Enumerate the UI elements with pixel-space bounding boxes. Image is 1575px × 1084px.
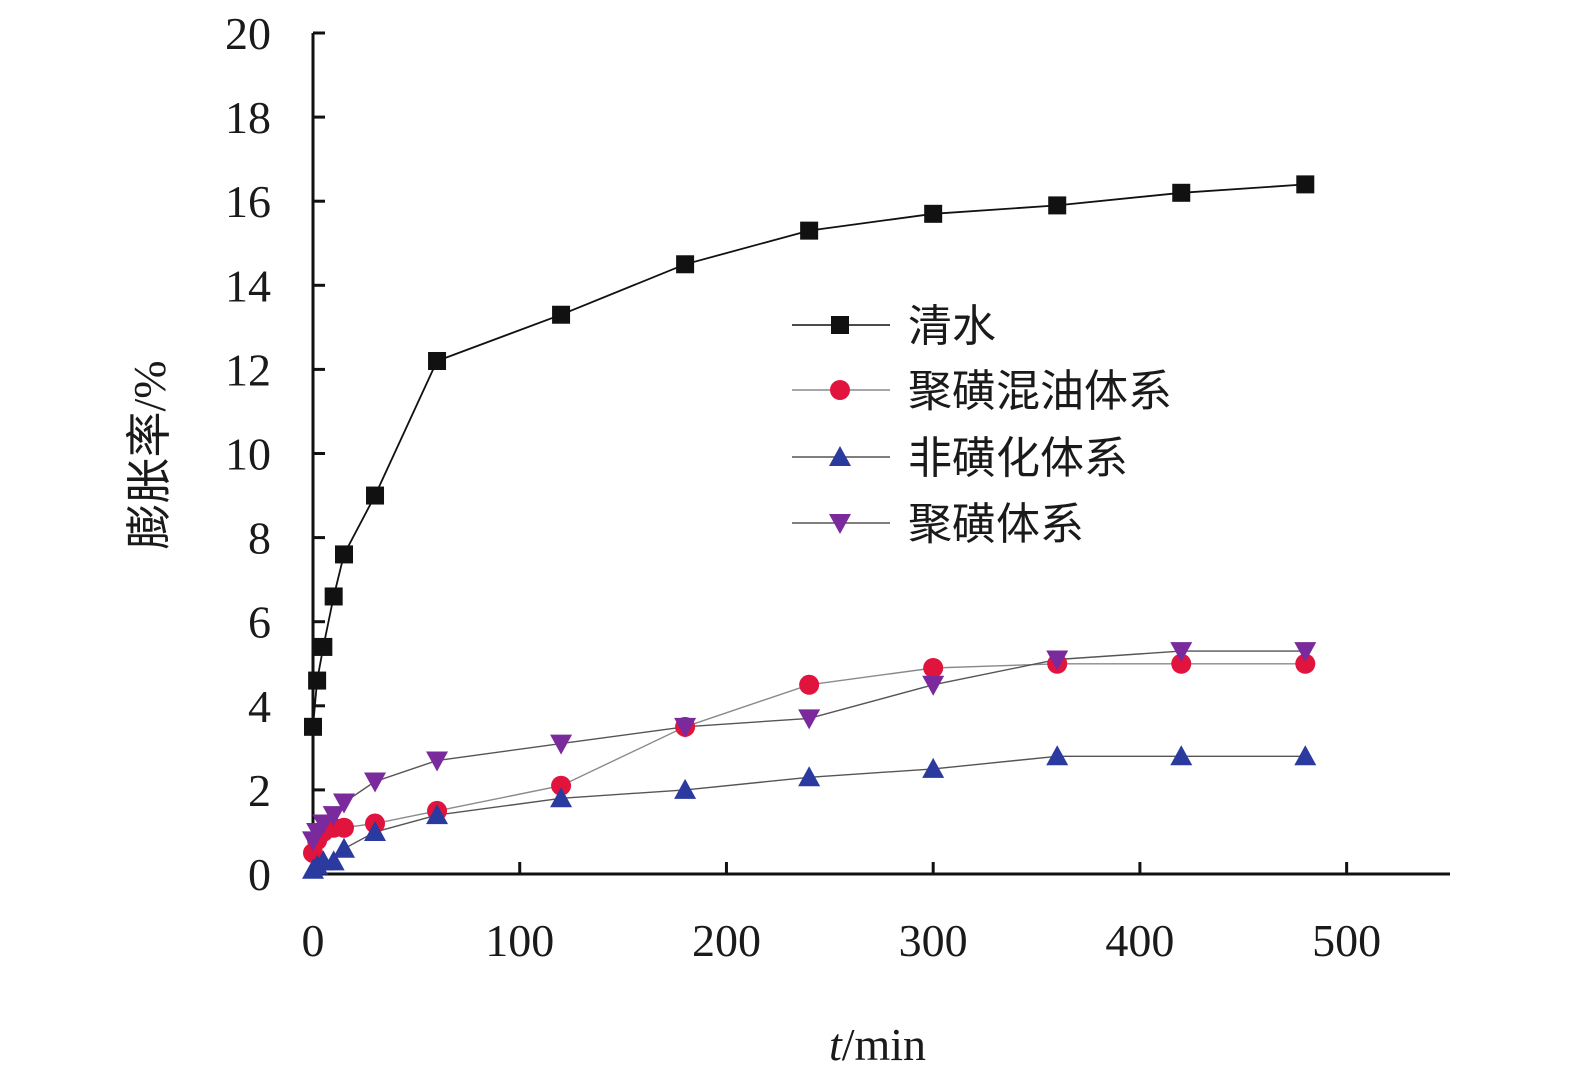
data-point-series-1 bbox=[1296, 175, 1315, 194]
data-point-series-2 bbox=[799, 674, 820, 695]
data-point-series-4 bbox=[364, 772, 387, 793]
data-point-series-1 bbox=[428, 351, 447, 370]
data-point-series-3 bbox=[1170, 745, 1193, 766]
legend-label-2: 聚磺混油体系 bbox=[908, 366, 1172, 417]
data-point-series-3 bbox=[674, 778, 697, 799]
data-point-series-2 bbox=[334, 817, 355, 838]
data-point-series-4 bbox=[1170, 642, 1193, 663]
legend-marker-3 bbox=[829, 446, 851, 466]
legend-marker-2 bbox=[830, 380, 850, 400]
data-point-series-4 bbox=[322, 806, 345, 827]
x-tick-label: 500 bbox=[1312, 915, 1381, 966]
data-point-series-4 bbox=[798, 709, 821, 730]
data-point-series-4 bbox=[674, 717, 697, 738]
data-point-series-4 bbox=[312, 814, 335, 835]
x-tick-label: 400 bbox=[1105, 915, 1174, 966]
x-tick-label: 300 bbox=[899, 915, 968, 966]
y-tick-label: 12 bbox=[225, 344, 271, 395]
y-tick-label: 8 bbox=[248, 513, 271, 564]
data-point-series-4 bbox=[1046, 650, 1069, 671]
series-layer bbox=[302, 175, 1317, 879]
data-point-series-4 bbox=[333, 793, 356, 814]
data-point-series-3 bbox=[333, 837, 356, 858]
x-tick-label: 0 bbox=[302, 915, 325, 966]
data-point-series-2 bbox=[923, 657, 944, 678]
data-point-series-1 bbox=[304, 717, 322, 736]
data-point-series-3 bbox=[364, 820, 387, 841]
data-point-series-1 bbox=[335, 545, 354, 564]
legend-label-1: 清水 bbox=[908, 301, 996, 352]
data-point-series-4 bbox=[922, 675, 945, 696]
data-point-series-1 bbox=[314, 637, 333, 656]
data-point-series-1 bbox=[552, 305, 571, 324]
data-point-series-1 bbox=[800, 221, 819, 240]
y-tick-label: 10 bbox=[225, 429, 271, 480]
data-point-series-3 bbox=[426, 804, 449, 825]
x-axis-title: t/min bbox=[829, 1019, 926, 1070]
series-line-1 bbox=[312, 183, 1306, 727]
data-point-series-1 bbox=[676, 255, 695, 274]
x-axis-title-unit: /min bbox=[842, 1019, 926, 1070]
data-point-series-4 bbox=[550, 734, 573, 755]
data-point-series-3 bbox=[922, 757, 945, 778]
x-axis-title-italic: t bbox=[829, 1019, 843, 1070]
data-point-series-2 bbox=[551, 775, 572, 796]
y-tick-label: 16 bbox=[225, 176, 271, 227]
data-point-series-2 bbox=[1171, 653, 1192, 674]
data-point-series-1 bbox=[324, 587, 343, 606]
data-point-series-1 bbox=[308, 671, 327, 690]
x-tick-label: 200 bbox=[692, 915, 761, 966]
legend-label-4: 聚磺体系 bbox=[908, 499, 1084, 550]
legend-marker-4 bbox=[829, 514, 851, 534]
data-point-series-3 bbox=[1046, 745, 1069, 766]
legend-marker-1 bbox=[831, 316, 849, 334]
data-point-series-3 bbox=[550, 787, 573, 808]
y-axis-title: 膨胀率/% bbox=[124, 360, 175, 549]
y-tick-label: 2 bbox=[248, 765, 271, 816]
x-tick-label: 100 bbox=[485, 915, 554, 966]
y-tick-label: 6 bbox=[248, 597, 271, 648]
data-point-series-3 bbox=[322, 850, 345, 871]
data-point-series-1 bbox=[1048, 196, 1067, 215]
data-point-series-2 bbox=[1295, 653, 1316, 674]
y-tick-label: 0 bbox=[248, 849, 271, 900]
y-tick-label: 20 bbox=[225, 8, 271, 59]
data-point-series-3 bbox=[798, 766, 821, 787]
data-point-series-3 bbox=[1294, 745, 1317, 766]
legend-label-3: 非磺化体系 bbox=[908, 433, 1128, 484]
data-point-series-4 bbox=[1294, 642, 1317, 663]
y-tick-label: 14 bbox=[225, 260, 271, 311]
data-point-series-1 bbox=[366, 486, 385, 505]
y-tick-label: 4 bbox=[248, 681, 271, 732]
data-point-series-4 bbox=[426, 751, 449, 772]
y-tick-label: 18 bbox=[225, 92, 271, 143]
data-point-series-1 bbox=[1172, 183, 1191, 202]
data-point-series-1 bbox=[924, 204, 943, 223]
